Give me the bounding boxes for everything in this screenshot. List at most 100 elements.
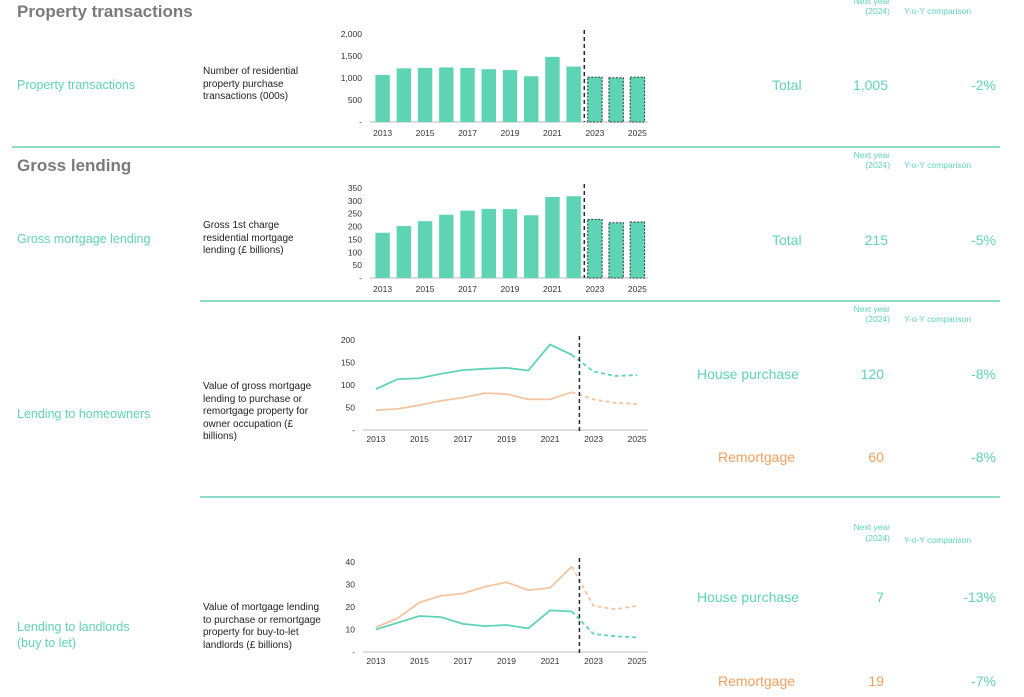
header-year: (2024)	[865, 314, 890, 324]
y-tick-label: 50	[353, 260, 363, 270]
x-tick-label: 2025	[628, 434, 647, 444]
chart-mortgage: - 50 100 150 200 250 300 350 2013 2015 2017 2019 202…	[348, 183, 648, 294]
bar	[502, 70, 518, 122]
x-tick-label: 2025	[628, 284, 647, 294]
series-line-remortgage	[375, 391, 573, 412]
y-tick-label: 1,000	[341, 73, 363, 83]
bar	[439, 214, 454, 278]
header-year: (2024)	[865, 160, 890, 170]
result-yoy-landlords-purchase: -13%	[963, 589, 996, 605]
result-yoy-transactions-total: -2%	[971, 77, 996, 93]
y-tick-label: 1,500	[341, 51, 363, 61]
header-next-year: Next year	[853, 150, 890, 160]
result-label-homeowners-remortgage: Remortgage	[718, 449, 796, 465]
y-tick-label: 250	[348, 209, 362, 219]
result-value-landlords-remortgage: 19	[868, 673, 884, 689]
x-tick-label: 2023	[584, 434, 603, 444]
result-value-mortgage-total: 215	[864, 232, 888, 248]
y-tick-label: 150	[348, 234, 362, 244]
y-tick-label: 200	[348, 222, 362, 232]
y-tick-label: -	[359, 117, 362, 127]
x-tick-label: 2017	[454, 434, 473, 444]
bar	[545, 56, 560, 122]
bar	[502, 209, 518, 278]
header-yoy: Y-o-Y comparison	[904, 535, 972, 545]
result-label-landlords-purchase: House purchase	[697, 589, 799, 605]
x-tick-label: 2015	[416, 128, 435, 138]
result-yoy-homeowners-remortgage: -8%	[971, 449, 996, 465]
series-line-house-purchase	[375, 343, 573, 390]
series-line-remortgage	[375, 565, 573, 629]
chart-homeowners: - 50 100 150 200 2013 2015 2017 2019 2021 2023 2025	[341, 335, 648, 444]
forecast-line-house-purchase	[571, 354, 638, 377]
result-yoy-mortgage-total: -5%	[971, 232, 996, 248]
x-tick-label: 2015	[410, 434, 429, 444]
y-tick-label: 2,000	[341, 29, 363, 39]
x-tick-label: 2021	[541, 656, 560, 666]
y-tick-label: 30	[346, 580, 356, 590]
y-tick-label: -	[352, 647, 355, 657]
result-yoy-homeowners-purchase: -8%	[971, 366, 996, 382]
header-year: (2024)	[865, 533, 890, 543]
forecast-bar	[629, 221, 646, 279]
header-next-year: Next year	[853, 522, 890, 532]
x-tick-label: 2017	[458, 128, 477, 138]
result-value-homeowners-purchase: 120	[860, 366, 884, 382]
y-tick-label: 40	[346, 557, 356, 567]
y-tick-label: 500	[348, 95, 362, 105]
row-label-landlords: Lending to landlords (buy to let)	[17, 620, 130, 650]
x-tick-label: 2023	[585, 128, 604, 138]
y-tick-label: -	[352, 425, 355, 435]
bar	[375, 74, 390, 122]
x-tick-label: 2017	[454, 656, 473, 666]
bar	[524, 76, 539, 122]
bar	[481, 69, 496, 122]
x-tick-label: 2019	[497, 656, 516, 666]
header-next-year: Next year	[853, 304, 890, 314]
x-tick-label: 2021	[543, 128, 562, 138]
x-tick-label: 2025	[628, 128, 647, 138]
desc-transactions: Number of residential property purchase …	[203, 66, 299, 102]
result-label-landlords-remortgage: Remortgage	[718, 673, 796, 689]
desc-landlords: Value of mortgage lending to purchase or…	[203, 602, 321, 651]
section-title-lending: Gross lending	[17, 156, 132, 175]
header-year: (2024)	[865, 6, 890, 16]
bar	[396, 226, 412, 278]
forecast-line-remortgage	[571, 391, 638, 405]
x-tick-label: 2025	[628, 656, 647, 666]
bar	[460, 67, 475, 122]
x-tick-label: 2019	[501, 284, 520, 294]
y-tick-label: 350	[348, 183, 362, 193]
y-tick-label: 100	[348, 247, 362, 257]
forecast-bar	[608, 77, 624, 123]
x-tick-label: 2019	[501, 128, 520, 138]
bar	[460, 210, 475, 278]
x-tick-label: 2013	[366, 434, 385, 444]
header-next-year: Next year	[853, 0, 890, 6]
chart-transactions: - 500 1,000 1,500 2,000 2013 2015 2017 2019 2021 2…	[341, 29, 648, 138]
x-tick-label: 2023	[584, 656, 603, 666]
y-tick-label: 10	[346, 625, 356, 635]
result-label-mortgage-total: Total	[772, 232, 802, 248]
result-label-transactions-total: Total	[772, 77, 802, 93]
header-yoy: Y-o-Y comparison	[904, 314, 972, 324]
series-line-house-purchase	[375, 609, 572, 631]
row-label-mortgage: Gross mortgage lending	[17, 232, 151, 246]
forecast-bar	[587, 76, 603, 123]
x-tick-label: 2019	[497, 434, 516, 444]
row-label-homeowners: Lending to homeowners	[17, 407, 151, 421]
bar	[545, 197, 560, 278]
x-tick-label: 2021	[543, 284, 562, 294]
result-value-landlords-purchase: 7	[876, 589, 884, 605]
chart-landlords: - 10 20 30 40 2013 2015 2017 2019 2021 2023 2025	[346, 557, 648, 666]
x-tick-label: 2013	[373, 284, 392, 294]
desc-mortgage: Gross 1st charge residential mortgage le…	[203, 220, 294, 256]
y-tick-label: -	[359, 273, 362, 283]
divider-1	[12, 146, 1000, 148]
divider-3	[200, 496, 1000, 498]
result-value-homeowners-remortgage: 60	[868, 449, 884, 465]
forecast-bar	[587, 218, 603, 279]
result-yoy-landlords-remortgage: -7%	[971, 673, 996, 689]
divider-2	[200, 300, 1000, 302]
bar	[524, 215, 539, 278]
